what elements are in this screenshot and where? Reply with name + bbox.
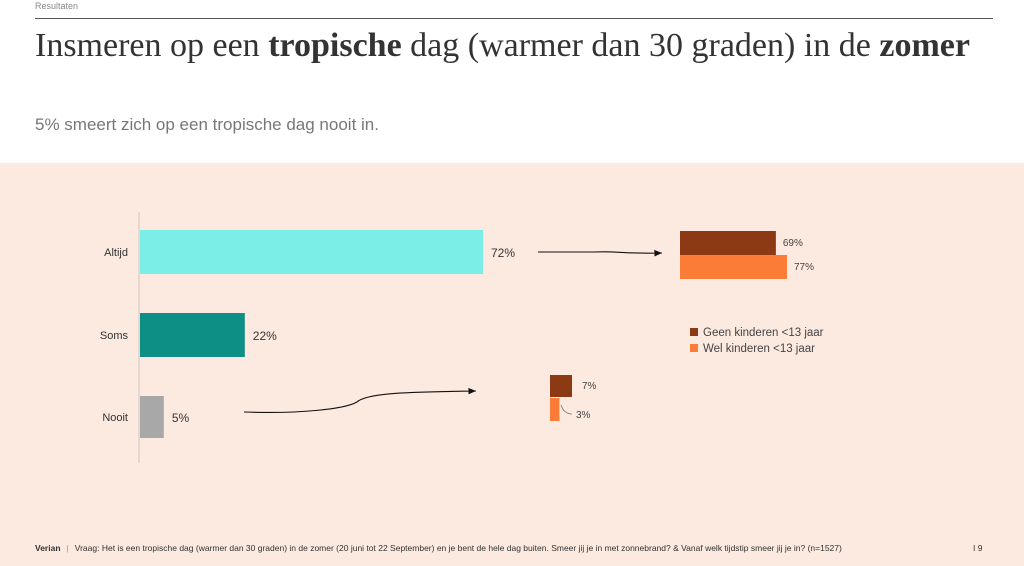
section-label: Resultaten — [35, 1, 79, 11]
altijd-value-label-geen-kinderen-13-jaar: 69% — [783, 238, 803, 249]
altijd-bar-geen-kinderen-13-jaar — [680, 231, 776, 255]
label-leader-3 — [560, 404, 573, 415]
footnote-question: Vraag: Het is een tropische dag (warmer … — [74, 543, 842, 553]
page-number: I 9 — [973, 543, 983, 553]
arrow-altijd-breakdown — [538, 249, 663, 257]
footer: Verian | Vraag: Het is een tropische dag (… — [35, 543, 842, 553]
legend-swatch-geen-kinderen-13-jaar — [690, 328, 698, 336]
page-subtitle: 5% smeert zich op een tropische dag nooi… — [35, 115, 379, 134]
brand-logo: Verian — [35, 543, 61, 553]
altijd-bar-wel-kinderen-13-jaar — [680, 255, 787, 279]
title-part-4: zomer — [879, 27, 970, 64]
legend-swatch-wel-kinderen-13-jaar — [690, 344, 698, 352]
header-divider — [35, 18, 993, 19]
bar-soms — [140, 313, 245, 357]
footer-separator: | — [66, 543, 69, 553]
title-part-2: tropische — [268, 27, 402, 64]
nooit-value-label-wel-kinderen-13-jaar: 3% — [576, 410, 591, 421]
bar-altijd — [140, 230, 483, 274]
title-part-3: dag (warmer dan 30 graden) in de — [401, 27, 880, 64]
nooit-value-label-geen-kinderen-13-jaar: 7% — [582, 381, 597, 392]
value-label-soms: 22% — [253, 329, 277, 343]
title-part-1: Insmeren op een — [35, 27, 269, 64]
altijd-value-label-wel-kinderen-13-jaar: 77% — [794, 262, 814, 273]
bar-nooit — [140, 396, 164, 438]
value-label-nooit: 5% — [172, 411, 190, 425]
nooit-bar-geen-kinderen-13-jaar — [550, 375, 572, 397]
category-label-soms: Soms — [100, 330, 129, 342]
page-title: Insmeren op een tropische dag (warmer da… — [35, 26, 995, 66]
category-label-altijd: Altijd — [104, 247, 128, 259]
legend-label-wel-kinderen-13-jaar: Wel kinderen <13 jaar — [703, 343, 815, 355]
value-label-altijd: 72% — [491, 246, 515, 260]
nooit-bar-wel-kinderen-13-jaar — [550, 398, 560, 421]
legend-label-geen-kinderen-13-jaar: Geen kinderen <13 jaar — [703, 327, 824, 339]
category-label-nooit: Nooit — [102, 412, 128, 424]
arrow-nooit-breakdown — [243, 387, 477, 413]
